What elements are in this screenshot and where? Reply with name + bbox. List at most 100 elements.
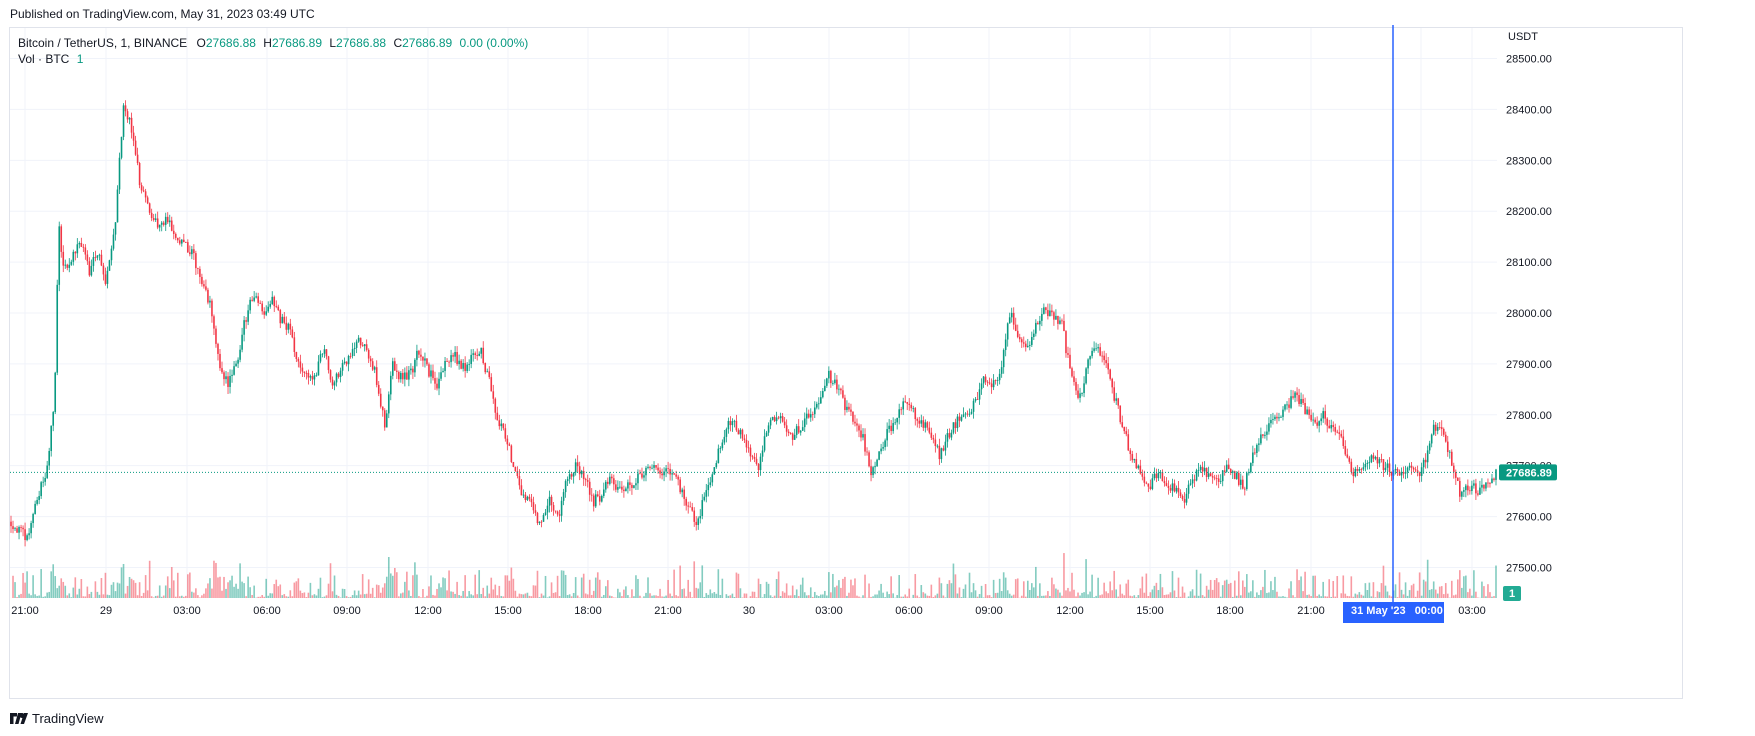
candle-body bbox=[1185, 493, 1188, 503]
last-volume-text: 1 bbox=[1509, 588, 1515, 600]
volume-bar bbox=[436, 588, 438, 598]
volume-bar bbox=[1396, 597, 1399, 598]
candle-body bbox=[506, 438, 509, 445]
volume-bar bbox=[1310, 596, 1312, 598]
volume-bar bbox=[1151, 589, 1154, 598]
candle-body bbox=[148, 203, 151, 213]
volume-bar bbox=[512, 578, 515, 598]
candle-body bbox=[607, 481, 609, 484]
volume-bar bbox=[207, 583, 209, 598]
candle-body bbox=[745, 439, 748, 448]
chart-frame[interactable] bbox=[9, 27, 1683, 699]
candle-body bbox=[876, 459, 878, 467]
candle-body bbox=[1169, 487, 1172, 491]
volume-bar bbox=[554, 592, 557, 598]
volume-bar bbox=[623, 589, 625, 598]
candle-body bbox=[1125, 431, 1128, 435]
candle-body bbox=[313, 375, 316, 380]
volume-bar bbox=[1051, 577, 1053, 598]
volume-bar bbox=[136, 595, 139, 598]
candle-body bbox=[379, 393, 382, 407]
candle-body bbox=[233, 366, 235, 375]
time-tick-label: 03:00 bbox=[1458, 605, 1486, 617]
candle-body bbox=[1121, 422, 1124, 427]
candles bbox=[10, 100, 1497, 547]
volume-bar bbox=[343, 589, 346, 598]
candle-body bbox=[281, 316, 284, 324]
volume-bar bbox=[795, 589, 798, 598]
tradingview-brand[interactable]: TradingView bbox=[10, 711, 104, 726]
volume-bar bbox=[72, 587, 75, 598]
volume-bar bbox=[1000, 591, 1003, 598]
candle-body bbox=[357, 337, 360, 342]
candle-body bbox=[98, 254, 101, 256]
volume-bar bbox=[434, 595, 436, 598]
price-axis[interactable]: 28500.0028400.0028300.0028200.0028100.00… bbox=[1506, 54, 1552, 575]
volume-bar bbox=[771, 597, 774, 598]
volume-bar bbox=[32, 575, 34, 598]
candle-body bbox=[16, 528, 18, 533]
time-axis[interactable]: 21:00 29 03:00 06:00 09:00 12:00 15:00 18:00 21:… bbox=[11, 605, 1486, 617]
volume-bar bbox=[140, 595, 143, 598]
volume-bar bbox=[1209, 579, 1212, 598]
candle-body bbox=[311, 376, 314, 380]
candle-body bbox=[697, 518, 700, 526]
volume-bar bbox=[1302, 591, 1304, 598]
volume-bar bbox=[1420, 595, 1423, 598]
volume-bar bbox=[1270, 581, 1272, 598]
volume-bar bbox=[1334, 596, 1337, 598]
volume-bar bbox=[277, 586, 280, 598]
volume-bar bbox=[373, 597, 376, 598]
candle-body bbox=[1211, 476, 1214, 478]
volume-bar bbox=[297, 578, 300, 598]
volume-bar bbox=[1135, 597, 1138, 598]
symbol-label[interactable]: Bitcoin / TetherUS, 1, BINANCE bbox=[18, 36, 188, 50]
volume-bar bbox=[301, 593, 304, 598]
candle-body bbox=[361, 345, 364, 347]
volume-label[interactable]: Vol · BTC bbox=[18, 52, 70, 66]
candle-body bbox=[1428, 443, 1431, 451]
volume-bar bbox=[671, 596, 673, 598]
volume-bar bbox=[1442, 594, 1445, 598]
volume-value: 1 bbox=[76, 52, 84, 66]
volume-bar bbox=[1137, 595, 1140, 598]
volume-bar bbox=[422, 589, 424, 598]
candle-body bbox=[942, 448, 945, 451]
candle-body bbox=[1362, 467, 1365, 470]
candle-body bbox=[922, 420, 925, 428]
candle-body bbox=[1258, 443, 1260, 445]
volume-bar bbox=[1028, 589, 1031, 598]
volume-bar bbox=[391, 575, 394, 598]
candle-body bbox=[132, 132, 135, 141]
candle-body bbox=[1304, 402, 1306, 415]
volume-bar bbox=[647, 577, 649, 598]
last-price-badge: 27686.89 bbox=[1499, 464, 1557, 481]
volume-bar bbox=[611, 596, 613, 598]
volume-bar bbox=[715, 593, 718, 598]
volume-bar bbox=[355, 595, 358, 598]
candle-body bbox=[183, 239, 185, 243]
volume-bar bbox=[1033, 587, 1035, 598]
candle-body bbox=[1398, 471, 1401, 476]
candle-body bbox=[990, 383, 993, 388]
volume-bar bbox=[1487, 584, 1489, 598]
candle-body bbox=[1440, 427, 1443, 429]
volume-bar bbox=[361, 574, 364, 598]
volume-bar bbox=[596, 572, 599, 598]
candle-body bbox=[928, 427, 931, 433]
volume-bar bbox=[239, 563, 241, 598]
volume-bar bbox=[263, 596, 266, 598]
candle-body bbox=[1412, 467, 1415, 470]
candle-body bbox=[805, 413, 808, 419]
candle-body bbox=[1197, 469, 1200, 471]
volume-bar bbox=[1408, 590, 1411, 598]
volume-bar bbox=[1191, 589, 1194, 598]
candle-body bbox=[1314, 419, 1316, 423]
candle-body bbox=[195, 253, 197, 269]
volume-bar bbox=[1416, 590, 1419, 598]
candle-body bbox=[1193, 479, 1196, 481]
candle-body bbox=[1312, 419, 1314, 421]
candle-body bbox=[1368, 462, 1371, 463]
candle-body bbox=[1452, 465, 1455, 473]
